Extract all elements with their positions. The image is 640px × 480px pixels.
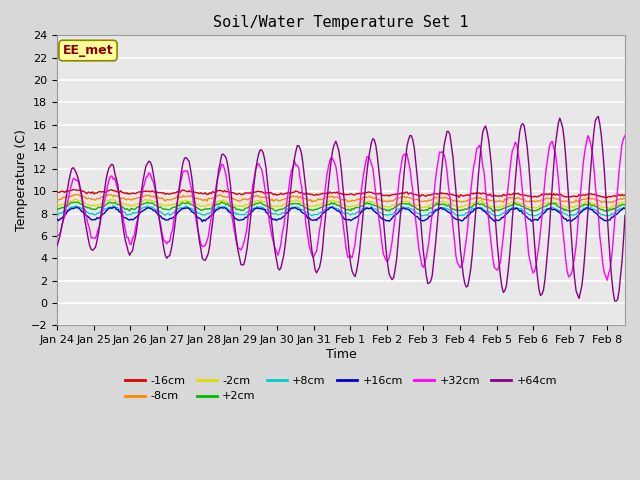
Text: EE_met: EE_met — [63, 44, 113, 57]
X-axis label: Time: Time — [326, 348, 356, 361]
Title: Soil/Water Temperature Set 1: Soil/Water Temperature Set 1 — [213, 15, 468, 30]
Legend: -16cm, -8cm, -2cm, +2cm, +8cm, +16cm, +32cm, +64cm: -16cm, -8cm, -2cm, +2cm, +8cm, +16cm, +3… — [120, 372, 561, 406]
Y-axis label: Temperature (C): Temperature (C) — [15, 129, 28, 231]
